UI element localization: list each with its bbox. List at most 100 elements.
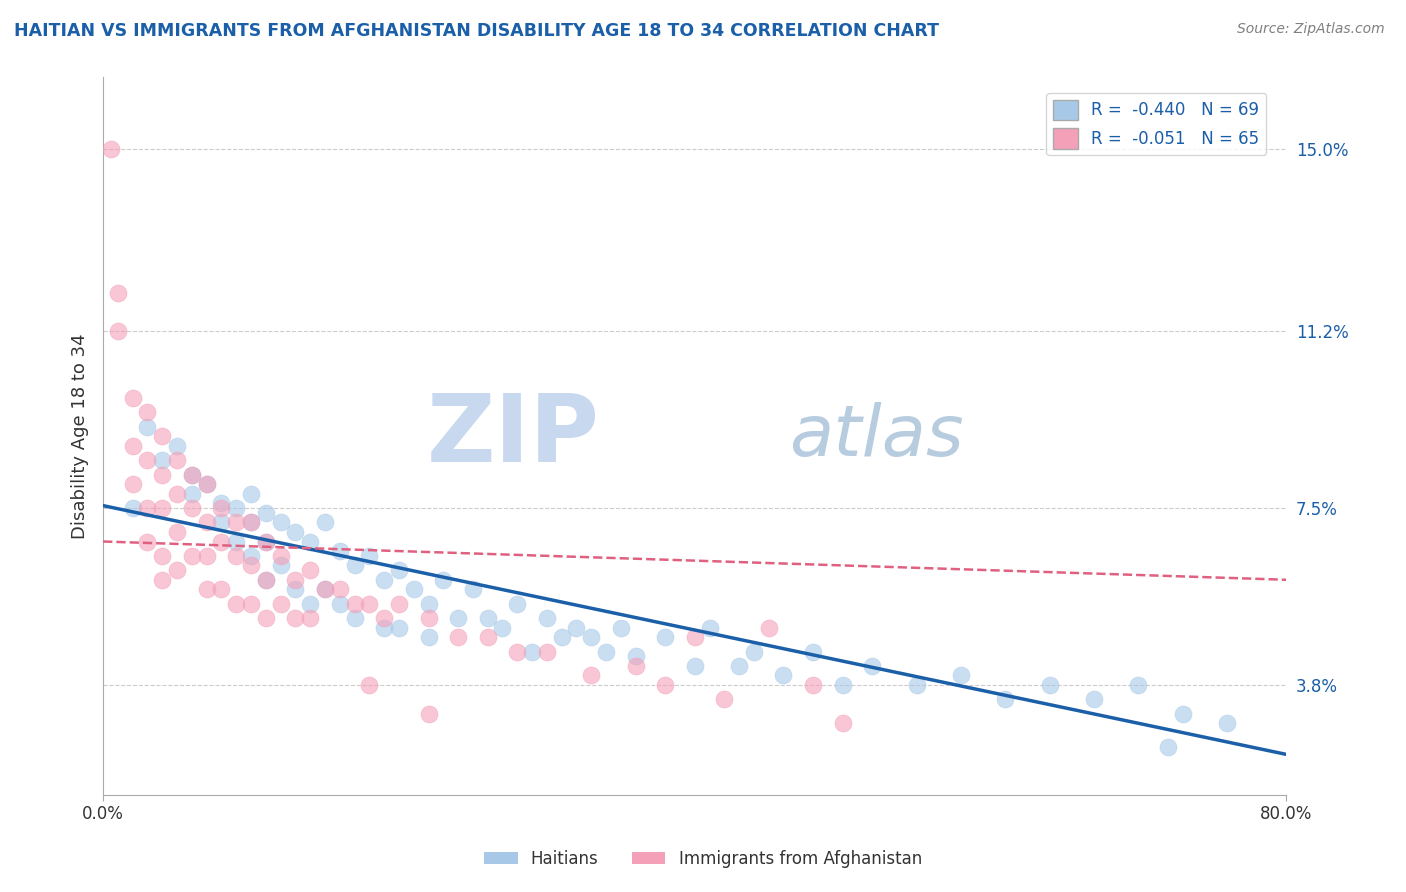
Point [1039,678,1062,692]
Point [121,439,143,453]
Point [180,467,202,482]
Point [240,516,263,530]
Point [299,563,322,577]
Point [211,582,233,597]
Point [107,324,129,338]
Point [211,496,233,510]
Point [211,534,233,549]
Point [432,573,454,587]
Point [624,649,647,664]
Point [461,582,484,597]
Point [343,597,366,611]
Point [136,453,159,467]
Point [314,516,336,530]
Point [314,582,336,597]
Point [121,391,143,405]
Point [1157,740,1180,755]
Point [949,668,972,682]
Point [195,477,218,491]
Point [565,621,588,635]
Point [136,534,159,549]
Point [180,486,202,500]
Point [728,659,751,673]
Point [418,597,440,611]
Point [683,630,706,644]
Point [329,582,352,597]
Point [905,678,928,692]
Point [801,678,824,692]
Point [373,573,395,587]
Point [388,563,411,577]
Point [150,549,173,563]
Point [373,621,395,635]
Point [254,573,277,587]
Point [314,582,336,597]
Point [240,597,263,611]
Point [299,611,322,625]
Point [254,534,277,549]
Point [136,419,159,434]
Point [506,597,529,611]
Point [359,678,381,692]
Point [284,611,307,625]
Point [579,630,602,644]
Point [240,486,263,500]
Point [402,582,425,597]
Point [758,621,780,635]
Point [772,668,794,682]
Point [195,516,218,530]
Point [373,611,395,625]
Point [418,706,440,721]
Point [699,621,721,635]
Point [195,549,218,563]
Point [491,621,513,635]
Point [610,621,633,635]
Point [284,524,307,539]
Legend: R =  -0.440   N = 69, R =  -0.051   N = 65: R = -0.440 N = 69, R = -0.051 N = 65 [1046,93,1267,155]
Point [180,501,202,516]
Point [831,716,853,731]
Point [359,549,381,563]
Point [270,597,292,611]
Point [595,644,617,658]
Point [195,582,218,597]
Point [195,477,218,491]
Point [166,486,188,500]
Point [166,439,188,453]
Point [150,501,173,516]
Point [477,630,499,644]
Point [550,630,572,644]
Point [211,516,233,530]
Point [150,467,173,482]
Point [225,534,247,549]
Point [107,285,129,300]
Point [388,621,411,635]
Point [994,692,1017,706]
Point [683,659,706,673]
Point [180,467,202,482]
Point [225,549,247,563]
Point [240,516,263,530]
Point [418,630,440,644]
Point [136,405,159,419]
Point [254,506,277,520]
Point [418,611,440,625]
Point [299,597,322,611]
Point [254,534,277,549]
Point [329,544,352,558]
Point [654,630,676,644]
Point [477,611,499,625]
Point [150,453,173,467]
Legend: Haitians, Immigrants from Afghanistan: Haitians, Immigrants from Afghanistan [478,844,928,875]
Point [624,659,647,673]
Point [1083,692,1105,706]
Point [1171,706,1194,721]
Point [240,549,263,563]
Point [831,678,853,692]
Point [520,644,543,658]
Point [166,563,188,577]
Point [284,582,307,597]
Point [536,644,558,658]
Point [254,573,277,587]
Point [506,644,529,658]
